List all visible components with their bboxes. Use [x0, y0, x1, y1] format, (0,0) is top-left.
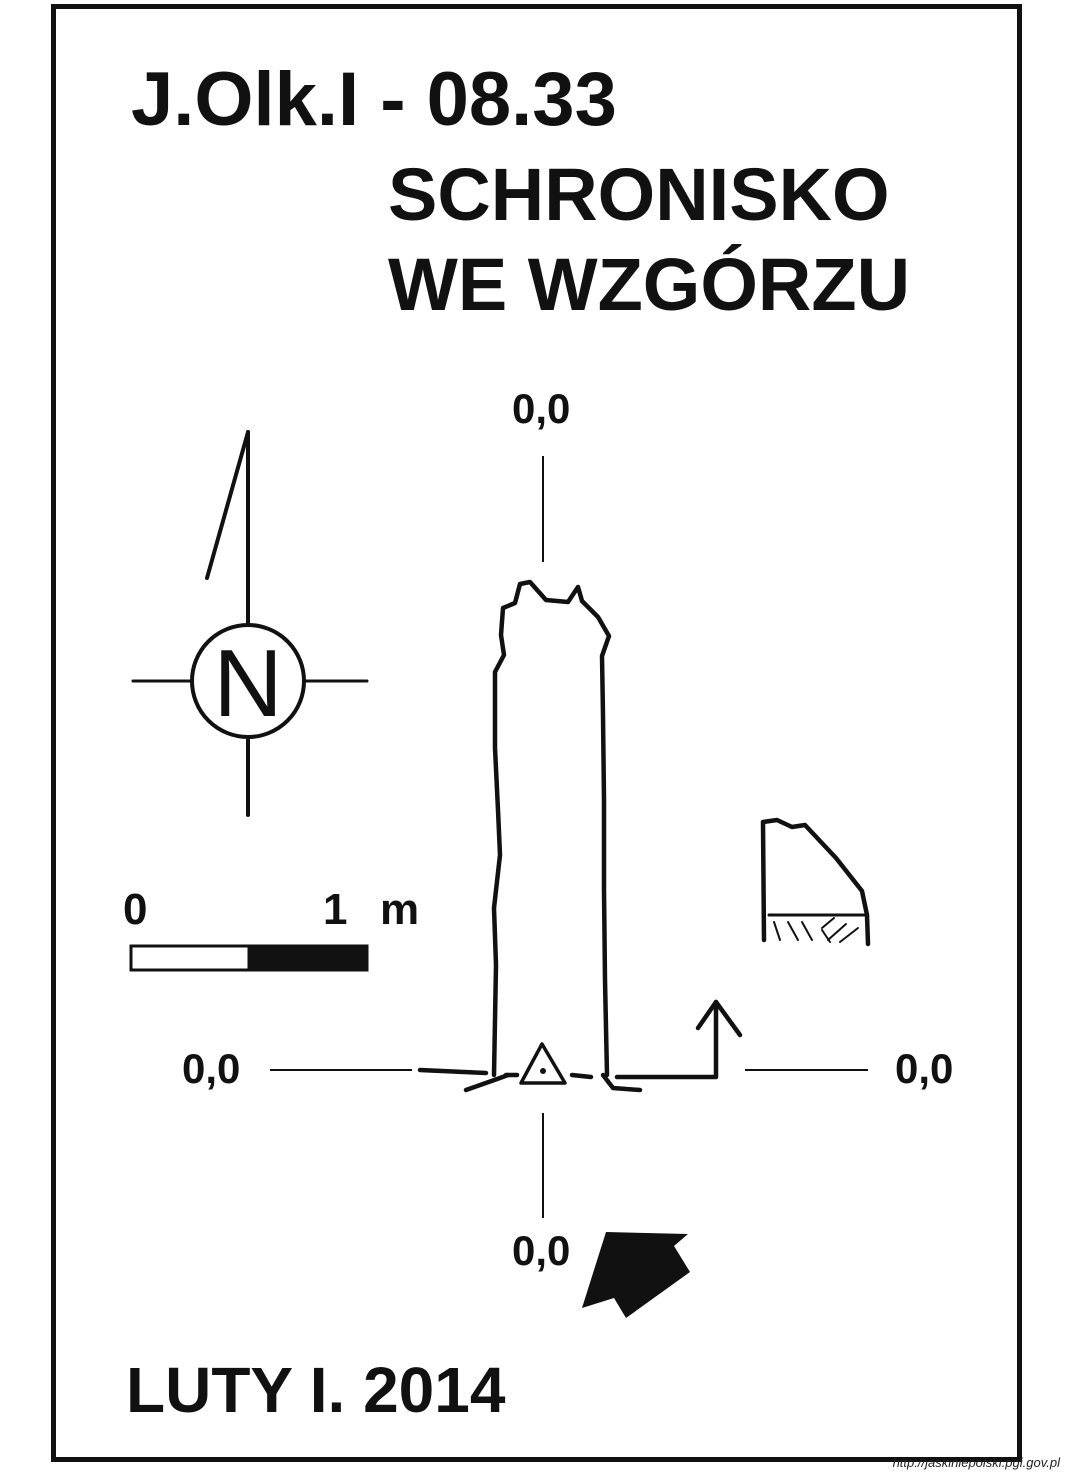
cave-name-line-1: SCHRONISKO [388, 153, 890, 236]
scale-unit-label: m [380, 885, 420, 934]
north-arrow-icon [131, 430, 369, 817]
survey-author-date: LUTY I. 2014 [126, 1354, 506, 1426]
survey-station-dot [540, 1068, 546, 1074]
level-label-bottom: 0,0 [512, 1227, 571, 1274]
rock-section [760, 817, 871, 947]
north-letter: N [213, 630, 282, 737]
source-url: http://jaskiniepolski.pgi.gov.pl [892, 1455, 1060, 1470]
level-label-left: 0,0 [182, 1045, 241, 1092]
cave-outline [417, 579, 743, 1093]
level-reference-lines [270, 456, 868, 1218]
scale-start-label: 0 [123, 885, 148, 934]
level-label-right: 0,0 [895, 1045, 954, 1092]
entrance-direction-arrow-icon [582, 1232, 690, 1318]
scale-end-label: 1 [323, 885, 348, 934]
level-label-top: 0,0 [512, 385, 571, 432]
map-frame [51, 4, 1022, 1462]
cave-name-line-2: WE WZGÓRZU [388, 243, 911, 326]
cave-code: J.Olk.I - 08.33 [131, 57, 617, 142]
scale-bar [129, 944, 369, 972]
